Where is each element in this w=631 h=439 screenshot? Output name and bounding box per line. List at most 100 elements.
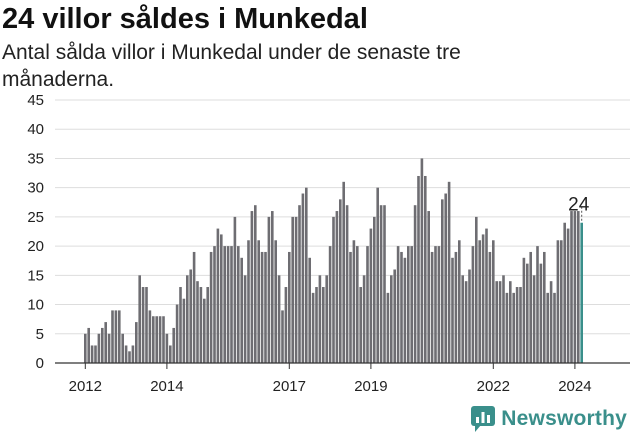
bar <box>186 275 189 363</box>
bar <box>257 240 260 363</box>
bar <box>152 316 155 363</box>
bar <box>308 257 311 363</box>
bar-chart-speech-icon <box>471 406 496 432</box>
bar <box>196 281 199 363</box>
bar <box>87 327 90 363</box>
bar <box>291 216 294 363</box>
bar <box>240 257 243 363</box>
bar <box>339 199 342 363</box>
bar <box>359 287 362 363</box>
bar <box>233 216 237 363</box>
bar <box>311 292 315 363</box>
bar <box>498 281 502 363</box>
bar <box>407 246 410 363</box>
bar <box>410 246 413 363</box>
bar <box>543 251 546 363</box>
bar <box>570 211 573 363</box>
bar <box>478 240 481 363</box>
bar <box>522 257 526 363</box>
y-tick-label: 35 <box>27 150 44 167</box>
bar <box>566 228 570 363</box>
bar <box>532 275 536 363</box>
bar <box>322 287 325 363</box>
bar <box>182 298 186 363</box>
bar <box>179 287 182 363</box>
bar <box>250 211 254 363</box>
bar <box>135 322 138 363</box>
y-tick-label: 15 <box>27 267 44 284</box>
bar <box>148 310 152 363</box>
bar <box>495 281 498 363</box>
bar <box>121 333 124 363</box>
bar <box>444 193 447 363</box>
bar <box>556 240 560 363</box>
y-tick-label: 30 <box>27 180 44 197</box>
bar <box>502 275 505 363</box>
bar <box>403 257 407 363</box>
bar <box>529 251 532 363</box>
bar <box>515 287 519 363</box>
bar <box>237 246 240 363</box>
y-tick-label: 5 <box>36 326 44 343</box>
bar <box>471 246 475 363</box>
bar <box>101 327 104 363</box>
bar <box>420 158 424 363</box>
y-tick-label: 25 <box>27 209 44 226</box>
bar <box>492 240 495 363</box>
x-tick-label: 2017 <box>273 378 306 395</box>
bar <box>577 211 580 363</box>
bar <box>155 316 158 363</box>
x-tick-label: 2022 <box>477 378 510 395</box>
bar <box>315 287 318 363</box>
bar <box>220 234 223 363</box>
bar <box>464 281 468 363</box>
bar <box>505 292 509 363</box>
bar <box>451 257 454 363</box>
bar <box>274 240 277 363</box>
bar <box>284 287 288 363</box>
bar <box>192 251 196 363</box>
bar <box>301 193 305 363</box>
bar <box>328 246 332 363</box>
y-tick-label: 0 <box>36 355 44 372</box>
bar <box>230 246 233 363</box>
bar <box>352 240 356 363</box>
bar <box>509 281 512 363</box>
bar <box>366 246 369 363</box>
bar <box>485 228 488 363</box>
bar <box>553 292 556 363</box>
bar <box>111 310 114 363</box>
bar <box>526 263 529 363</box>
bar <box>400 251 403 363</box>
bar <box>107 333 111 363</box>
bar <box>573 211 577 363</box>
bar <box>145 287 148 363</box>
bar <box>369 228 373 363</box>
bar <box>447 181 451 363</box>
bar <box>437 246 441 363</box>
bar-highlight <box>580 222 583 363</box>
bar <box>175 304 179 363</box>
bar <box>536 246 539 363</box>
bar <box>519 287 522 363</box>
bar <box>458 240 461 363</box>
bar <box>203 298 206 363</box>
bar <box>325 275 328 363</box>
bar <box>430 251 434 363</box>
bar <box>128 351 131 363</box>
highlight-value-label: 24 <box>568 195 590 216</box>
bar <box>213 246 216 363</box>
bar <box>560 240 563 363</box>
bar <box>294 216 298 363</box>
newsworthy-logo: Newsworthy <box>471 403 627 435</box>
bar <box>549 281 553 363</box>
bar <box>335 211 339 363</box>
x-tick-label: 2024 <box>558 378 591 395</box>
bar <box>84 333 87 363</box>
bar <box>264 251 267 363</box>
bar <box>376 187 379 363</box>
chart-title: 24 villor såldes i Munkedal <box>2 3 368 35</box>
y-tick-label: 45 <box>27 92 44 109</box>
brand-name: Newsworthy <box>501 407 627 430</box>
